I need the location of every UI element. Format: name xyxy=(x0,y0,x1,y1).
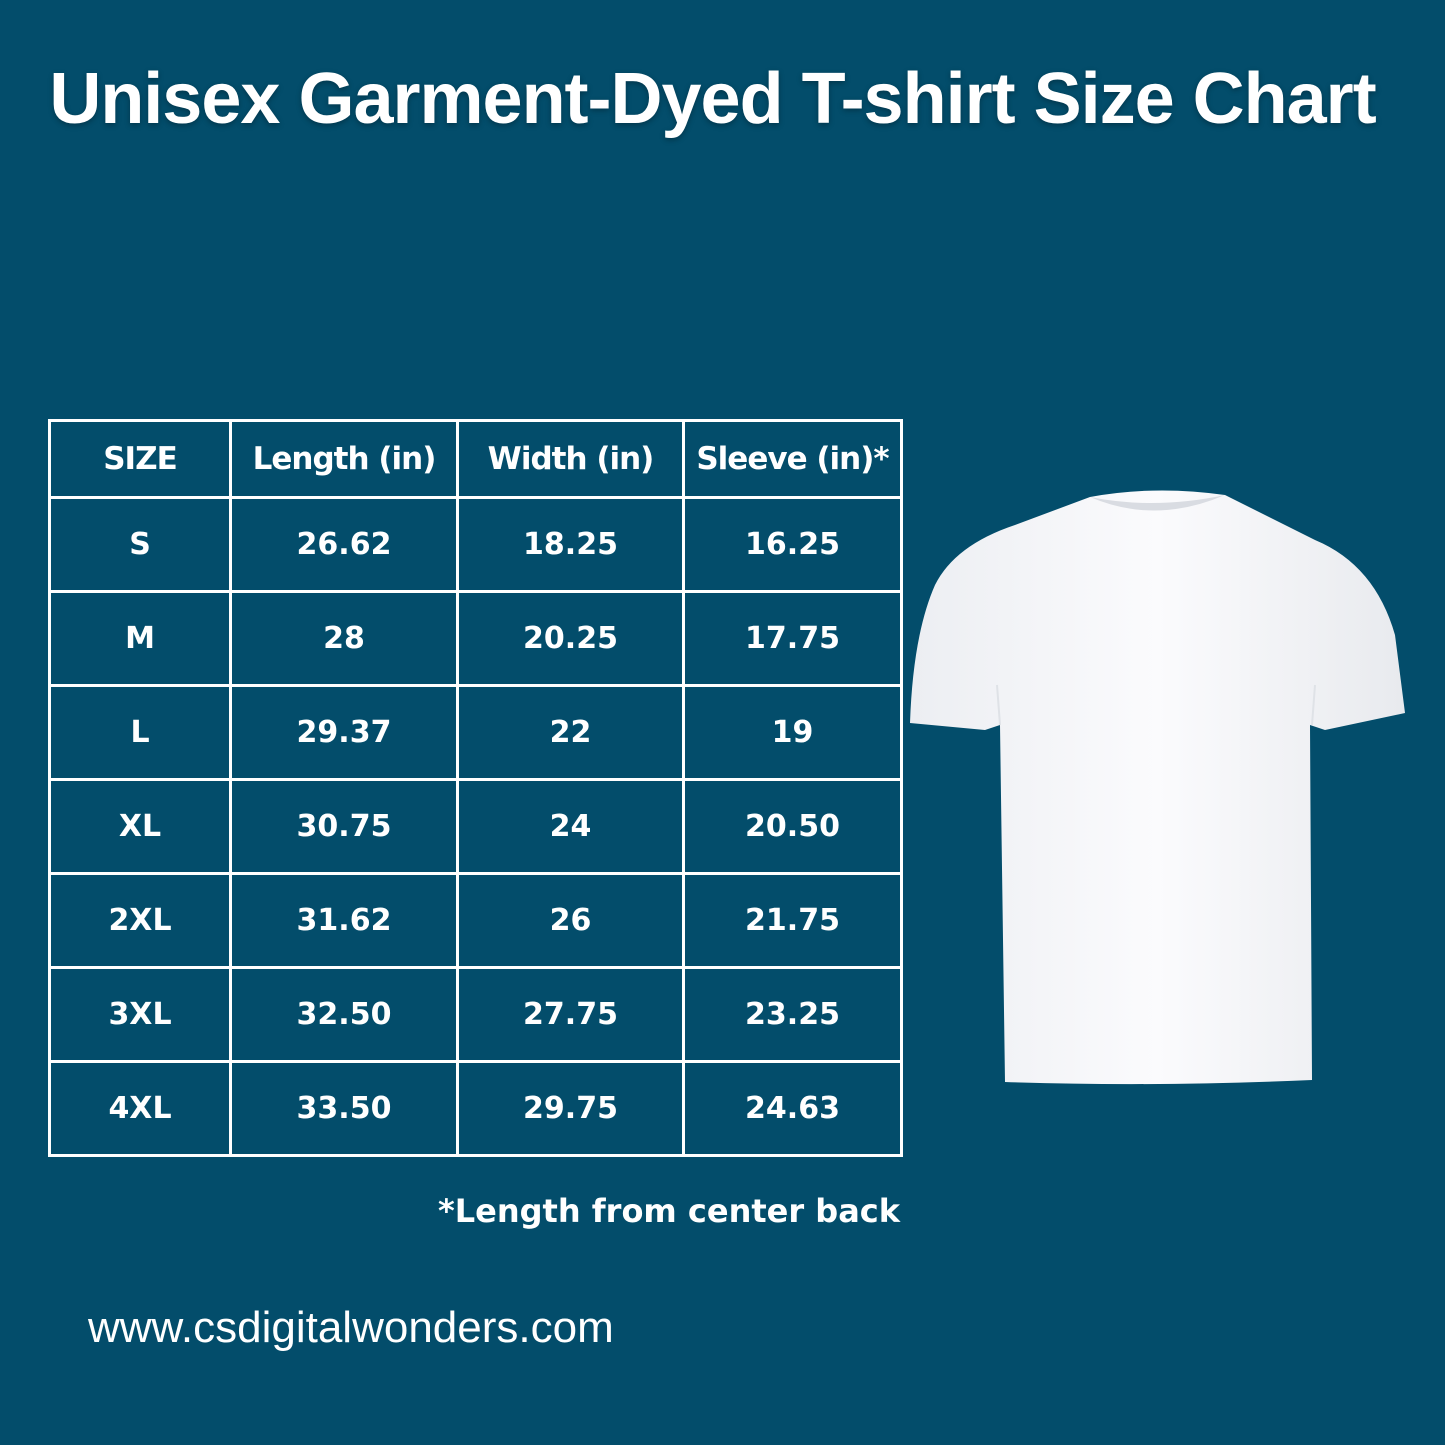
cell-sleeve: 23.25 xyxy=(682,966,903,1063)
page-title: Unisex Garment-Dyed T-shirt Size Chart xyxy=(49,59,1376,139)
cell-sleeve: 24.63 xyxy=(682,1060,903,1157)
cell-length: 29.37 xyxy=(229,684,459,781)
table-header-row: SIZE Length (in) Width (in) Sleeve (in)* xyxy=(48,419,903,499)
size-table: SIZE Length (in) Width (in) Sleeve (in)*… xyxy=(48,419,903,1157)
header-length: Length (in) xyxy=(229,419,459,499)
table-row: XL 30.75 24 20.50 xyxy=(48,778,903,875)
cell-size: M xyxy=(48,590,232,687)
cell-width: 20.25 xyxy=(456,590,685,687)
cell-length: 26.62 xyxy=(229,496,459,593)
header-size: SIZE xyxy=(48,419,232,499)
cell-size: 2XL xyxy=(48,872,232,969)
cell-width: 24 xyxy=(456,778,685,875)
table-row: 4XL 33.50 29.75 24.63 xyxy=(48,1060,903,1157)
cell-width: 26 xyxy=(456,872,685,969)
cell-width: 29.75 xyxy=(456,1060,685,1157)
table-row: S 26.62 18.25 16.25 xyxy=(48,496,903,593)
website-url: www.csdigitalwonders.com xyxy=(88,1303,614,1352)
cell-sleeve: 17.75 xyxy=(682,590,903,687)
table-row: 3XL 32.50 27.75 23.25 xyxy=(48,966,903,1063)
cell-width: 22 xyxy=(456,684,685,781)
cell-sleeve: 19 xyxy=(682,684,903,781)
cell-width: 18.25 xyxy=(456,496,685,593)
cell-size: 3XL xyxy=(48,966,232,1063)
white-tshirt-image xyxy=(910,490,1405,1085)
cell-size: XL xyxy=(48,778,232,875)
cell-length: 31.62 xyxy=(229,872,459,969)
cell-length: 32.50 xyxy=(229,966,459,1063)
header-width: Width (in) xyxy=(456,419,685,499)
table-row: M 28 20.25 17.75 xyxy=(48,590,903,687)
cell-length: 28 xyxy=(229,590,459,687)
cell-length: 33.50 xyxy=(229,1060,459,1157)
footnote: *Length from center back xyxy=(438,1192,901,1230)
cell-sleeve: 21.75 xyxy=(682,872,903,969)
cell-size: L xyxy=(48,684,232,781)
cell-sleeve: 20.50 xyxy=(682,778,903,875)
cell-size: S xyxy=(48,496,232,593)
table-row: 2XL 31.62 26 21.75 xyxy=(48,872,903,969)
table-row: L 29.37 22 19 xyxy=(48,684,903,781)
cell-length: 30.75 xyxy=(229,778,459,875)
header-sleeve: Sleeve (in)* xyxy=(682,419,903,499)
cell-size: 4XL xyxy=(48,1060,232,1157)
cell-width: 27.75 xyxy=(456,966,685,1063)
cell-sleeve: 16.25 xyxy=(682,496,903,593)
